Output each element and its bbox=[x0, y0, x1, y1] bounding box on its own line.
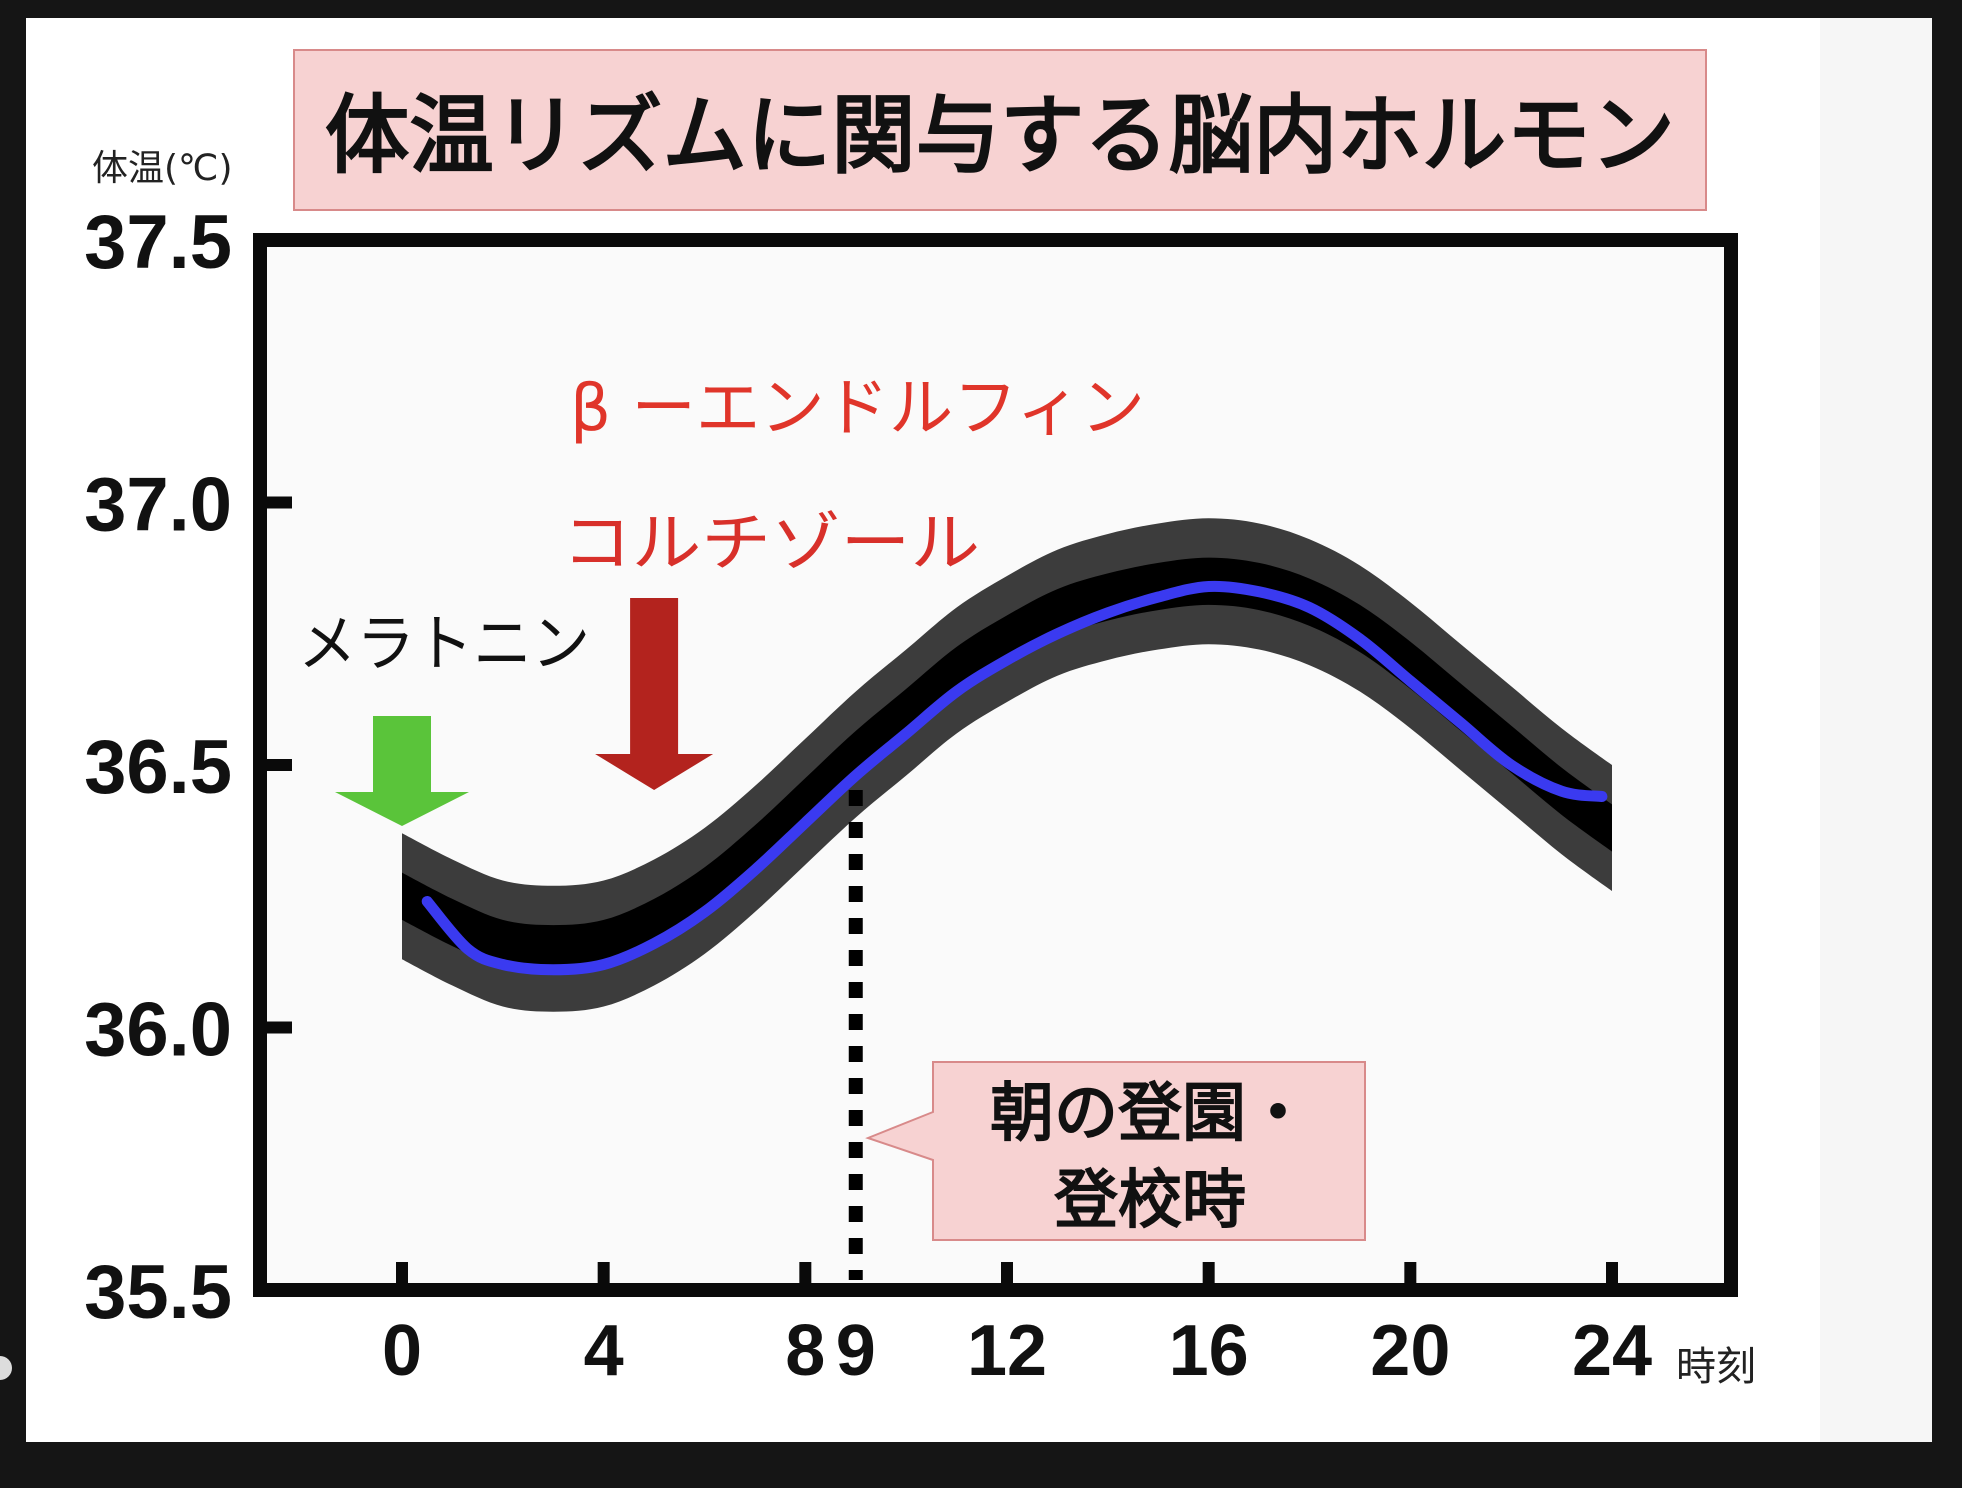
series-point bbox=[603, 964, 605, 965]
series-point bbox=[1157, 596, 1159, 598]
series-point bbox=[1510, 764, 1512, 766]
series-point bbox=[956, 691, 958, 692]
y-tick-label: 35.5 bbox=[84, 1250, 232, 1335]
series-point bbox=[855, 775, 857, 776]
melatonin-arrow bbox=[335, 716, 469, 826]
chart-title: 体温リズムに関与する脳内ホルモン bbox=[325, 86, 1675, 186]
series-point bbox=[1460, 722, 1462, 724]
cortisol-arrow bbox=[595, 598, 714, 790]
y-axis-label: 体温(℃) bbox=[92, 148, 233, 189]
band-inner bbox=[402, 557, 1612, 973]
series-point bbox=[754, 869, 756, 871]
y-tick-label: 36.5 bbox=[84, 725, 232, 810]
series-point bbox=[1208, 586, 1210, 587]
beta-endorphin-label: β ーエンドルフィン bbox=[570, 372, 1145, 446]
series-point bbox=[1409, 680, 1411, 682]
y-axis-ticks: 37.5 37.0 36.5 36.0 35.5 bbox=[84, 200, 292, 1335]
series-point bbox=[653, 943, 655, 944]
series-point bbox=[1359, 638, 1361, 640]
series-point bbox=[704, 911, 705, 913]
series-point bbox=[1309, 607, 1310, 608]
x-tick-label: 24 bbox=[1572, 1311, 1652, 1391]
x-axis-ticks: 0 4 8 9 12 16 20 24 bbox=[382, 1262, 1652, 1391]
melatonin-label: メラトニン bbox=[298, 607, 590, 680]
series-point bbox=[1601, 796, 1603, 797]
x-tick-label: 20 bbox=[1370, 1311, 1450, 1391]
x-tick-label: 12 bbox=[967, 1311, 1047, 1391]
y-tick-label: 37.5 bbox=[84, 200, 232, 285]
x-tick-label: 9 bbox=[836, 1311, 876, 1391]
callout-box bbox=[865, 1061, 1366, 1241]
series-point bbox=[1006, 659, 1008, 661]
x-tick-label: 4 bbox=[584, 1311, 624, 1391]
series-point bbox=[804, 822, 806, 824]
title-box bbox=[293, 49, 1707, 211]
callout-line-1: 朝の登園・ bbox=[990, 1077, 1310, 1151]
y-tick-label: 37.0 bbox=[84, 463, 232, 548]
y-tick-label: 36.0 bbox=[84, 988, 232, 1073]
slide-right-edge bbox=[1820, 18, 1932, 1442]
temperature-line bbox=[421, 580, 1608, 976]
series-point bbox=[502, 964, 504, 965]
x-tick-label: 16 bbox=[1169, 1311, 1249, 1391]
series-point bbox=[1258, 591, 1260, 593]
series-point bbox=[552, 969, 554, 971]
temperature-band bbox=[402, 518, 1612, 1012]
series-point bbox=[1107, 612, 1109, 614]
series-point bbox=[905, 733, 907, 734]
series-point bbox=[467, 948, 468, 950]
bezel-mark bbox=[0, 1356, 12, 1380]
x-tick-label: 0 bbox=[382, 1311, 422, 1391]
series-point bbox=[426, 901, 428, 902]
callout-line-2: 登校時 bbox=[1053, 1164, 1246, 1238]
x-tick-label: 8 bbox=[785, 1311, 825, 1391]
x-axis-label: 時刻 bbox=[1676, 1344, 1756, 1390]
series-point bbox=[1056, 633, 1058, 635]
cortisol-label: コルチゾール bbox=[562, 507, 980, 581]
series-point bbox=[1561, 790, 1563, 792]
